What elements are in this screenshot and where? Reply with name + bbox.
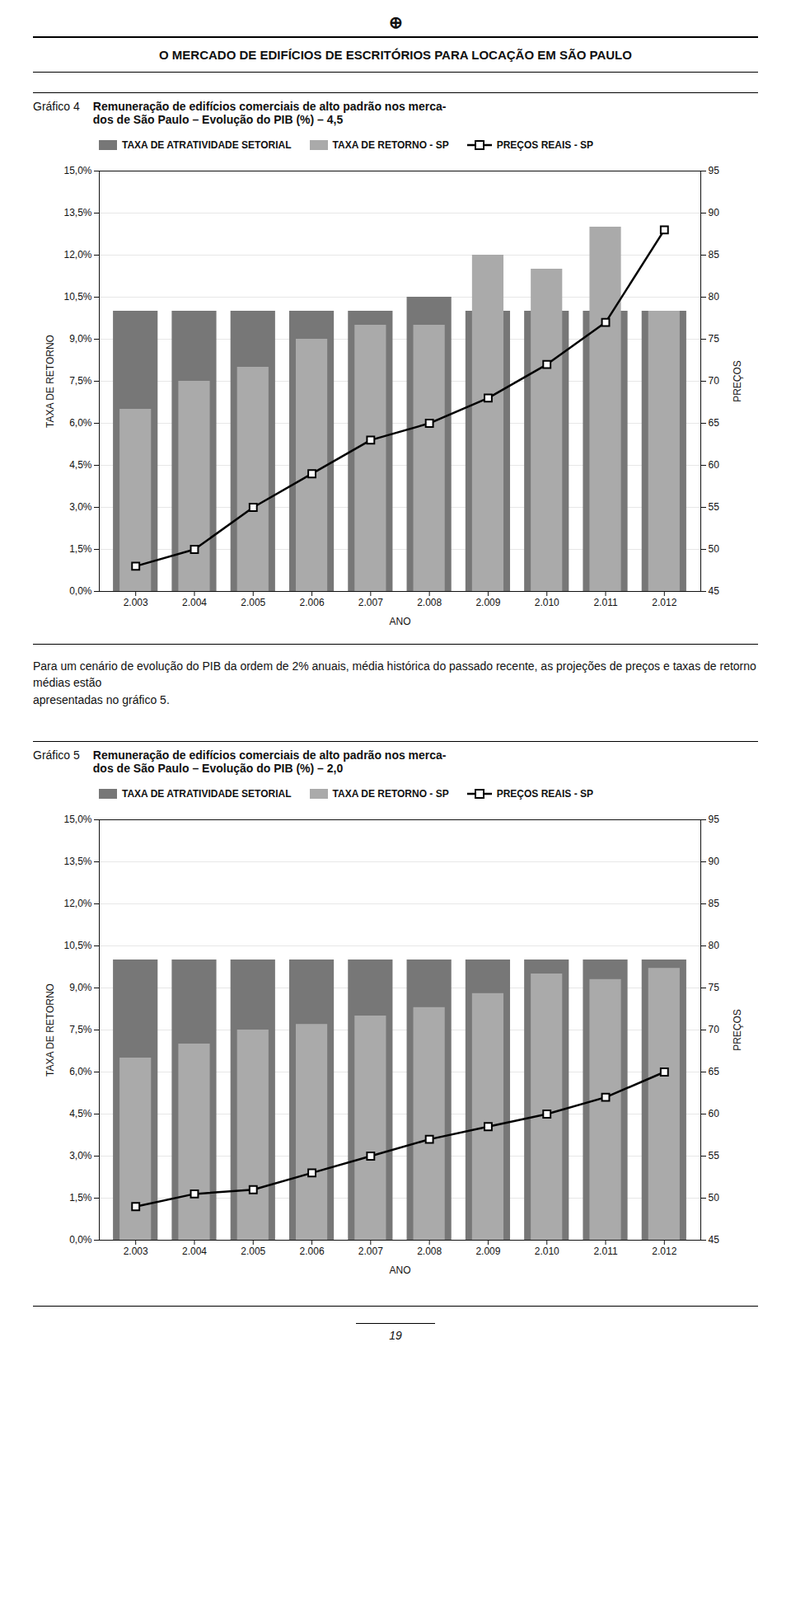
svg-text:3,0%: 3,0% (69, 1149, 93, 1161)
svg-text:12,0%: 12,0% (63, 248, 92, 261)
svg-text:2.012: 2.012 (651, 1245, 677, 1257)
html-text:19: 19 (389, 1328, 402, 1342)
svg-text:6,0%: 6,0% (69, 416, 93, 429)
html-text:TAXA DE RETORNO - SP: TAXA DE RETORNO - SP (332, 139, 449, 151)
svg-text:6,0%: 6,0% (69, 1065, 93, 1077)
svg-text:4,5%: 4,5% (69, 1107, 93, 1119)
svg-text:12,0%: 12,0% (63, 897, 92, 909)
svg-text:15,0%: 15,0% (63, 164, 92, 177)
svg-text:70: 70 (708, 374, 721, 387)
svg-text:2.007: 2.007 (358, 596, 384, 609)
svg-text:2.003: 2.003 (123, 1245, 149, 1257)
svg-text:9,0%: 9,0% (69, 981, 93, 993)
svg-text:2.005: 2.005 (240, 1245, 266, 1257)
svg-text:2.010: 2.010 (534, 1245, 560, 1257)
svg-text:95: 95 (708, 813, 721, 825)
svg-text:2.007: 2.007 (358, 1245, 384, 1257)
svg-text:2.004: 2.004 (182, 1245, 207, 1257)
svg-text:PREÇOS: PREÇOS (731, 1008, 744, 1051)
svg-text:PREÇOS: PREÇOS (731, 360, 744, 403)
svg-text:TAXA DE RETORNO: TAXA DE RETORNO (44, 982, 57, 1077)
svg-text:95: 95 (708, 164, 721, 177)
html-text:Para um cenário de evolução do: Para um cenário de evolução do PIB da or… (32, 659, 757, 706)
svg-text:65: 65 (708, 416, 721, 429)
html-text:TAXA DE RETORNO - SP: TAXA DE RETORNO - SP (332, 787, 449, 800)
svg-text:0,0%: 0,0% (69, 1233, 93, 1246)
svg-text:80: 80 (708, 290, 721, 303)
svg-text:80: 80 (708, 939, 721, 951)
svg-text:1,5%: 1,5% (69, 542, 93, 555)
svg-text:50: 50 (708, 1191, 721, 1203)
svg-text:85: 85 (708, 897, 721, 909)
svg-text:0,0%: 0,0% (69, 585, 93, 597)
svg-text:2.011: 2.011 (593, 596, 618, 609)
svg-text:13,5%: 13,5% (63, 206, 92, 219)
svg-text:55: 55 (708, 500, 721, 513)
svg-text:2.005: 2.005 (240, 596, 266, 609)
svg-text:2.012: 2.012 (651, 596, 677, 609)
svg-text:85: 85 (708, 248, 721, 261)
svg-text:10,5%: 10,5% (63, 939, 92, 951)
svg-text:2.006: 2.006 (299, 1245, 325, 1257)
svg-text:ANO: ANO (388, 615, 411, 628)
svg-text:ANO: ANO (388, 1263, 411, 1275)
svg-text:10,5%: 10,5% (63, 290, 92, 303)
svg-text:45: 45 (708, 1233, 721, 1246)
svg-text:65: 65 (708, 1065, 721, 1077)
html-text:Remuneração de edifícios comer: Remuneração de edifícios comerciais de a… (92, 99, 447, 127)
svg-text:50: 50 (708, 542, 721, 555)
svg-text:4,5%: 4,5% (69, 458, 93, 471)
svg-text:2.010: 2.010 (534, 596, 560, 609)
html-text:O MERCADO DE EDIFÍCIOS DE ESCR: O MERCADO DE EDIFÍCIOS DE ESCRITÓRIOS PA… (159, 47, 632, 62)
svg-text:2.008: 2.008 (416, 1245, 442, 1257)
html-text:PREÇOS REAIS - SP: PREÇOS REAIS - SP (496, 787, 594, 800)
svg-text:75: 75 (708, 981, 721, 993)
html-text:TAXA DE ATRATIVIDADE SETORIAL: TAXA DE ATRATIVIDADE SETORIAL (121, 139, 292, 151)
svg-text:2.008: 2.008 (416, 596, 442, 609)
html-text:Remuneração de edifícios comer: Remuneração de edifícios comerciais de a… (92, 748, 447, 775)
svg-text:2.009: 2.009 (475, 1245, 501, 1257)
html-text:Gráfico 5: Gráfico 5 (32, 748, 80, 762)
svg-text:45: 45 (708, 585, 721, 597)
svg-text:2.003: 2.003 (123, 596, 149, 609)
svg-text:2.004: 2.004 (182, 596, 207, 609)
svg-text:75: 75 (708, 332, 721, 345)
svg-text:TAXA DE RETORNO: TAXA DE RETORNO (44, 334, 57, 428)
svg-text:7,5%: 7,5% (69, 374, 93, 387)
svg-text:2.006: 2.006 (299, 596, 325, 609)
svg-text:15,0%: 15,0% (63, 813, 92, 825)
html-text:Gráfico 4: Gráfico 4 (32, 99, 80, 113)
svg-text:60: 60 (708, 1107, 721, 1119)
html-text:TAXA DE ATRATIVIDADE SETORIAL: TAXA DE ATRATIVIDADE SETORIAL (121, 787, 292, 800)
svg-text:9,0%: 9,0% (69, 332, 93, 345)
svg-text:55: 55 (708, 1149, 721, 1161)
svg-text:60: 60 (708, 458, 721, 471)
html-text:PREÇOS REAIS - SP: PREÇOS REAIS - SP (496, 139, 594, 151)
svg-text:2.011: 2.011 (593, 1245, 618, 1257)
svg-text:13,5%: 13,5% (63, 855, 92, 867)
svg-text:70: 70 (708, 1023, 721, 1035)
svg-text:1,5%: 1,5% (69, 1191, 93, 1203)
svg-text:90: 90 (708, 855, 721, 867)
svg-text:90: 90 (708, 206, 721, 219)
svg-text:3,0%: 3,0% (69, 500, 93, 513)
svg-text:2.009: 2.009 (475, 596, 501, 609)
svg-text:7,5%: 7,5% (69, 1023, 93, 1035)
